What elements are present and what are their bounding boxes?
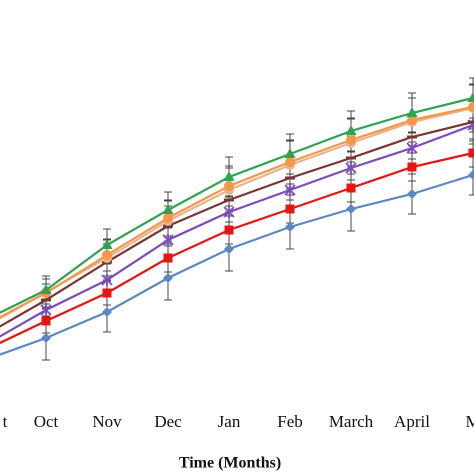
marker [101,274,113,286]
marker [345,162,357,174]
x-tick-label: M [465,412,474,431]
marker [162,204,174,214]
marker [407,162,417,172]
marker [345,125,357,135]
series-line [0,173,474,356]
x-axis-label: Time (Months) [179,455,281,472]
x-tick-label: Nov [92,412,122,431]
x-tick-label: Feb [277,412,303,431]
marker [468,102,474,112]
x-tick-label: Oct [34,412,59,431]
x-tick-label: April [394,412,430,431]
marker [467,92,474,102]
marker [102,307,112,317]
marker [101,239,113,249]
marker [285,222,295,232]
marker [285,204,295,214]
x-tick-label: Dec [154,412,182,431]
marker [41,316,51,326]
marker [223,171,235,181]
marker [102,288,112,298]
x-tick-label: Jan [218,412,241,431]
marker [468,170,474,180]
marker [285,157,295,167]
marker [224,244,234,254]
marker [406,107,418,117]
marker [223,206,235,218]
marker [162,234,174,246]
x-tick-label: March [329,412,374,431]
marker [346,135,356,145]
marker [163,213,173,223]
marker [224,225,234,235]
series-line [0,123,474,338]
marker [102,250,112,260]
marker [163,273,173,283]
marker [284,148,296,158]
marker [41,333,51,343]
marker [284,184,296,196]
marker [224,181,234,191]
x-tick-label: t [3,412,8,431]
marker [346,183,356,193]
marker [40,284,52,294]
marker [407,189,417,199]
marker [406,142,418,154]
marker [346,204,356,214]
marker [468,148,474,158]
marker [163,253,173,263]
marker [407,115,417,125]
marker [40,304,52,316]
